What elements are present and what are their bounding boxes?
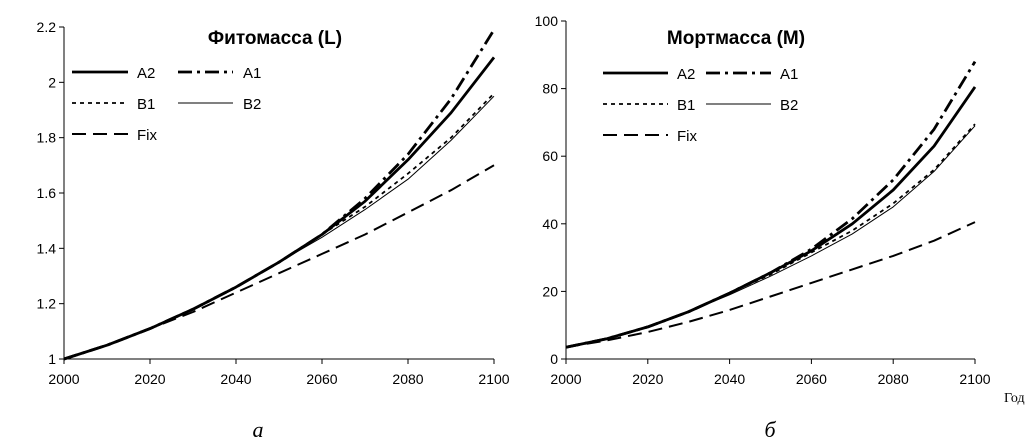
legend-label-b2: B2: [243, 96, 261, 113]
legend-label-b1: B1: [137, 96, 155, 113]
y-tick-label: 60: [542, 148, 558, 164]
y-tick-label: 1.6: [37, 185, 57, 201]
series-line-a1: [565, 60, 977, 349]
x-tick-label: 2060: [306, 371, 337, 387]
series-line-a2: [565, 86, 977, 349]
y-tick-label: 2.2: [37, 19, 57, 35]
legend-label-a1: A1: [780, 66, 798, 83]
series-line-a2: [63, 56, 496, 361]
chart-phytomass: 1 1.2 1.4 1.6 1.8 2 2.2 2000 2020 2040 2060 2080 210…: [37, 19, 510, 387]
caption-a: а: [253, 417, 264, 442]
y-tick-label: 0: [550, 351, 558, 367]
series-line-fix: [63, 164, 495, 360]
legend-label-a1: A1: [243, 65, 261, 82]
x-tick-label: 2000: [550, 371, 581, 387]
y-tick-label: 100: [535, 13, 559, 29]
y-tick-label: 1.8: [37, 130, 57, 146]
y-tick-label: 1: [48, 351, 56, 367]
y-tick-label: 1.4: [37, 240, 57, 256]
series-line-b1: [565, 123, 976, 349]
legend-label-b2: B2: [780, 97, 798, 114]
chart-title: Фитомасса (L): [208, 28, 342, 49]
x-tick-label: 2080: [392, 371, 423, 387]
x-tick-label: 2020: [632, 371, 663, 387]
x-tick-label: 2100: [478, 371, 509, 387]
legend-label-fix: Fix: [677, 128, 697, 145]
x-tick-label: 2000: [48, 371, 79, 387]
x-tick-label: 2040: [714, 371, 745, 387]
y-tick-label: 20: [542, 283, 558, 299]
series-line-b1: [63, 92, 495, 360]
x-tick-label: 2080: [878, 371, 909, 387]
legend-label-a2: A2: [677, 66, 695, 83]
x-tick-label: 2100: [959, 371, 990, 387]
x-tick-label: 2040: [220, 371, 251, 387]
series-line-a1: [63, 29, 496, 361]
series-line-fix: [565, 221, 976, 349]
x-tick-label: 2060: [796, 371, 827, 387]
y-tick-label: 40: [542, 216, 558, 232]
legend-label-a2: A2: [137, 65, 155, 82]
y-tick-label: 1.2: [37, 296, 57, 312]
x-unit-label: Год: [1004, 391, 1025, 406]
chart-title: Мортмасса (M): [667, 28, 805, 49]
legend-label-b1: B1: [677, 97, 695, 114]
legend-label-fix: Fix: [137, 127, 157, 144]
x-tick-label: 2020: [134, 371, 165, 387]
y-tick-label: 80: [542, 81, 558, 97]
y-tick-label: 2: [48, 74, 56, 90]
series-line-b2: [565, 125, 976, 348]
caption-b: б: [764, 417, 776, 442]
